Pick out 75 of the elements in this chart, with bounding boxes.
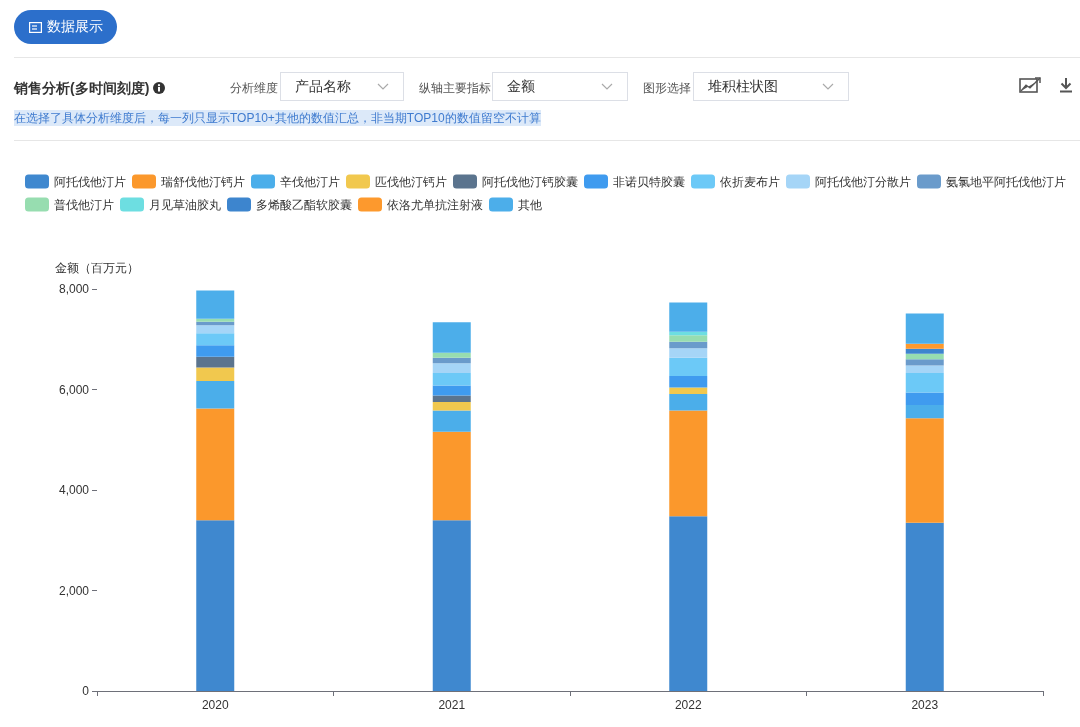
text: 图形选择 [643,80,691,96]
bar [905,418,944,523]
bar [196,290,235,319]
bar [432,357,471,364]
y-tick-label: 4,000 [58,483,90,497]
bar [432,363,471,373]
bar [905,313,944,344]
bar [432,395,471,403]
chart-title: 销售分析(多时间刻度) [14,79,150,97]
bar [905,405,944,419]
y-tick-label: 0 [82,684,90,698]
bar [669,410,708,517]
bar [669,335,708,342]
bar [432,402,471,411]
bar [669,348,708,358]
button: 数据展示 [14,10,117,44]
bar [669,375,708,388]
bar [905,359,944,366]
bar [196,345,235,357]
dropdown: 堆积柱状图 [693,72,849,101]
bar [432,520,471,691]
dropdown: 金额 [492,72,628,101]
bar [432,352,471,358]
legend-label: 氨氯地平阿托伐他汀片 [946,174,1066,189]
bar [905,372,944,393]
bar [905,353,944,360]
x-tick-label: 2021 [438,698,466,712]
text: 纵轴主要指标 [419,80,491,96]
bar [196,380,235,409]
bar [905,392,944,406]
bar [432,372,471,386]
bar [196,520,235,691]
legend-label: 依洛尤单抗注射液 [387,197,483,212]
bar [196,333,235,346]
x-tick-label: 2022 [674,698,702,712]
y-axis-title: 金额（百万元） [55,261,139,275]
bar [196,356,235,368]
legend-label: 非诺贝特胶囊 [613,174,685,189]
legend-label: 匹伐他汀钙片 [375,174,447,189]
legend-label: 阿托伐他汀分散片 [815,174,911,189]
bar [669,302,708,332]
bar [669,387,708,395]
x-tick-label: 2023 [911,698,939,712]
legend-label: 普伐他汀片 [54,197,114,212]
bar [196,408,235,521]
legend-label: 月见草油胶丸 [149,197,221,212]
legend-label: 阿托伐他汀钙胶囊 [482,174,578,189]
bar [669,341,708,349]
bar [905,348,944,354]
bar [669,516,708,691]
bar [432,322,471,353]
bar [432,410,471,432]
bar [905,343,944,349]
legend-label: 多烯酸乙酯软胶囊 [256,197,352,212]
bar [905,522,944,691]
y-tick-label: 2,000 [58,583,90,598]
bar [196,325,235,334]
bar [905,365,944,373]
legend-label: 瑞舒伐他汀钙片 [161,174,245,189]
legend-label: 其他 [518,197,542,212]
dropdown: 产品名称 [280,72,404,101]
y-tick-label: 6,000 [58,382,90,397]
y-tick-label: 8,000 [58,282,90,296]
legend-label: 依折麦布片 [720,174,780,189]
text: 分析维度 [230,80,278,96]
bar [432,431,471,521]
legend-label: 阿托伐他汀片 [54,174,126,189]
text: 在选择了具体分析维度后，每一列只显示TOP10+其他的数值汇总，非当期TOP10的数值留空不计算 [14,110,541,126]
bar [432,385,471,396]
legend-label: 辛伐他汀片 [280,174,340,189]
x-tick-label: 2020 [201,698,229,712]
bar [196,318,235,322]
bar [669,357,708,376]
bar [669,394,708,411]
bar [196,367,235,381]
